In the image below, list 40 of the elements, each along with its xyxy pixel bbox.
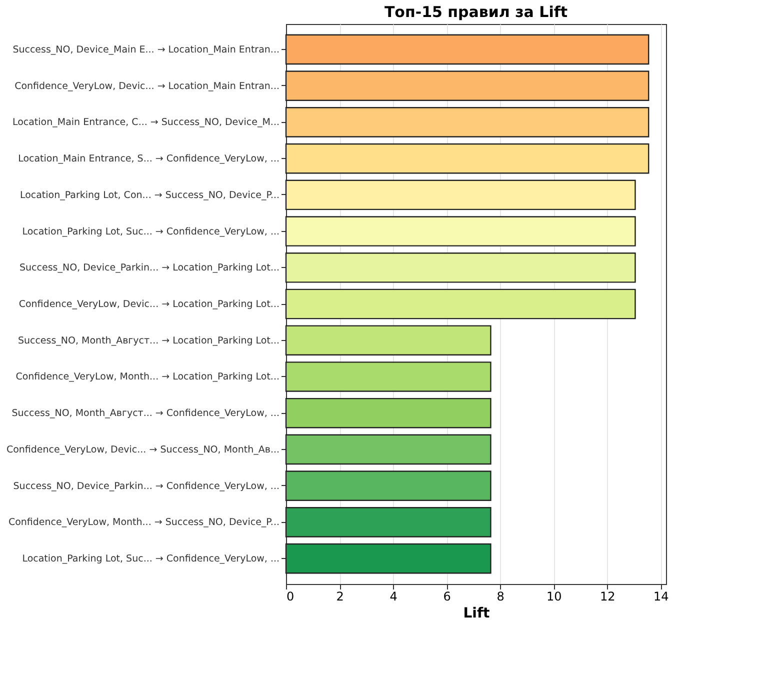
- bar: [285, 434, 492, 465]
- x-tick-label: 14: [654, 590, 669, 604]
- y-tick-label: Location_Main Entrance, C... → Success_NO, Device_M...: [12, 117, 280, 128]
- bar: [285, 70, 650, 101]
- x-tick-label: 0: [286, 590, 294, 604]
- bar: [285, 398, 492, 428]
- y-tick-label: Success_NO, Device_Parkin... → Confidence_VeryLow, ...: [13, 480, 280, 492]
- y-tick-label: Confidence_VeryLow, Month... → Success_NO, Device_P...: [8, 517, 280, 528]
- y-tick-label: Location_Main Entrance, S... → Confidence_VeryLow, ...: [18, 154, 280, 165]
- y-tick-label: Success_NO, Month_Август... → Location_Parking Lot...: [18, 335, 280, 346]
- y-tick-label: Confidence_VeryLow, Devic... → Location_Parking Lot...: [18, 299, 280, 310]
- x-tick-label: 10: [546, 590, 562, 604]
- bar: [285, 107, 650, 138]
- y-tick-label: Confidence_VeryLow, Devic... → Location_Main Entran...: [14, 80, 280, 92]
- y-tick-label: Success_NO, Month_Август... → Confidence_VeryLow, ...: [12, 408, 280, 420]
- bar: [285, 180, 636, 210]
- x-tick-label: 8: [496, 590, 504, 604]
- y-tick-label: Confidence_VeryLow, Month... → Location_Parking Lot...: [16, 372, 280, 383]
- x-tick-label: 12: [600, 590, 616, 604]
- chart-title: Топ-15 правил за Lift: [384, 3, 568, 21]
- bar: [285, 507, 492, 538]
- bar: [285, 252, 636, 283]
- bar: [285, 34, 650, 65]
- bar: [285, 470, 492, 501]
- x-tick-label: 6: [443, 590, 451, 604]
- x-tick-label: 4: [390, 590, 398, 604]
- bar: [285, 216, 636, 246]
- x-axis-title: Lift: [463, 606, 490, 622]
- bar: [285, 325, 492, 356]
- bar: [285, 362, 492, 392]
- bar: [285, 288, 636, 320]
- y-tick-label: Success_NO, Device_Main E... → Location_Main Entran...: [12, 44, 280, 56]
- x-tick-label: 2: [336, 590, 344, 604]
- y-tick-label: Location_Parking Lot, Suc... → Confidence_VeryLow, ...: [22, 554, 280, 565]
- y-tick-label: Location_Parking Lot, Con... → Success_NO, Device_P...: [20, 190, 280, 201]
- bar: [285, 143, 650, 174]
- y-tick-label: Confidence_VeryLow, Devic... → Success_NO, Month_Ав...: [6, 444, 280, 456]
- y-tick-label: Success_NO, Device_Parkin... → Location_Parking Lot...: [20, 262, 280, 274]
- bar: [285, 543, 492, 574]
- y-tick-label: Location_Parking Lot, Suc... → Confidence_VeryLow, ...: [22, 226, 280, 238]
